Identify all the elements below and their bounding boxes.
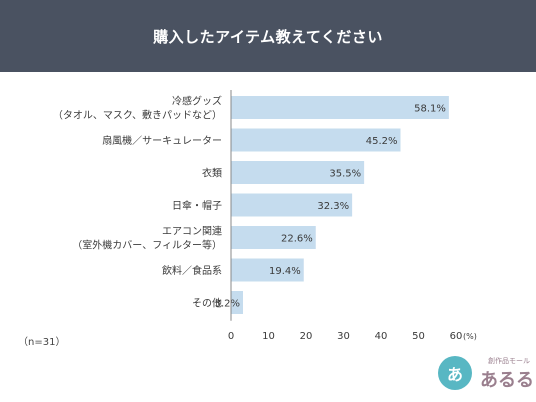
category-label: 扇風機／サーキュレーター (102, 134, 222, 147)
category-label: エアコン関連 (162, 225, 222, 238)
bar-value-label: 19.4% (269, 266, 301, 277)
x-tick-label: 60 (450, 331, 463, 342)
bar (231, 128, 401, 152)
bar (231, 226, 316, 249)
category-label: （室外機カバー、フィルター等） (72, 239, 222, 252)
bar (231, 291, 243, 314)
chart-title: 購入したアイテム教えてください (153, 27, 383, 46)
category-label: 日傘・帽子 (172, 199, 222, 212)
bar-value-label: 32.3% (317, 201, 349, 212)
category-label: 飲料／食品系 (162, 264, 222, 277)
logo-mark: あ (438, 356, 472, 390)
x-tick-label: 30 (337, 331, 350, 342)
bar (231, 193, 353, 217)
bar-value-label: 58.1% (414, 104, 446, 115)
category-label: （タオル、マスク、敷きパッドなど） (53, 109, 222, 122)
x-tick-label: 10 (262, 331, 275, 342)
category-label: 冷感グッズ (172, 95, 222, 108)
category-label: その他 (192, 297, 222, 310)
x-tick-label: 40 (375, 331, 388, 342)
bar (231, 96, 449, 119)
bar-value-label: 45.2% (366, 136, 398, 147)
logo-subtitle: 創作品モール (488, 357, 530, 365)
x-unit-label: (%) (463, 332, 477, 341)
bar (231, 258, 304, 282)
bar-chart: 58.1% 冷感グッズ（タオル、マスク、敷きパッドなど） 45.2% 扇風機／サーキュ… (53, 90, 477, 342)
category-label: 衣類 (202, 167, 222, 180)
logo: あ 創作品モール あるる (438, 352, 534, 396)
bar-value-label: 35.5% (329, 169, 361, 180)
bar-value-label: 3.2% (215, 299, 240, 310)
sample-size-note: （n=31） (18, 337, 66, 348)
x-tick-label: 50 (412, 331, 425, 342)
x-tick-label: 20 (300, 331, 313, 342)
bar (231, 161, 365, 184)
chart-header: 購入したアイテム教えてください (0, 0, 536, 72)
logo-name: あるる (480, 370, 534, 391)
bar-value-label: 22.6% (281, 234, 313, 245)
x-tick-label: 0 (228, 331, 234, 342)
